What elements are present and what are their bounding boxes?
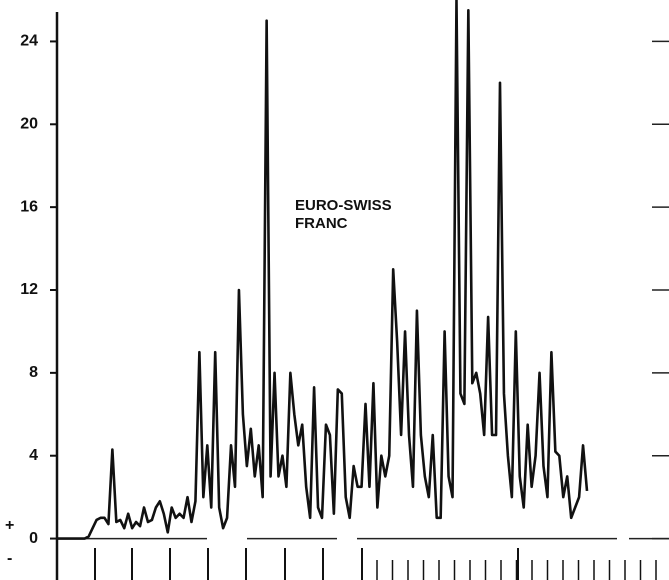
y-tick-label: 0 <box>29 530 38 547</box>
y-tick-label: 16 <box>20 198 38 215</box>
y-tick-label: 8 <box>29 364 38 381</box>
y-tick-label: 12 <box>20 281 38 298</box>
annotation: FRANC <box>295 215 348 232</box>
y-tick-label: 24 <box>20 33 38 50</box>
annotation: EURO-SWISS <box>295 197 392 214</box>
sign-label: + <box>5 517 14 534</box>
y-tick-label: 4 <box>29 447 38 464</box>
sign-label: - <box>7 550 12 567</box>
y-tick-label: 20 <box>20 116 38 133</box>
series-line <box>57 0 589 540</box>
